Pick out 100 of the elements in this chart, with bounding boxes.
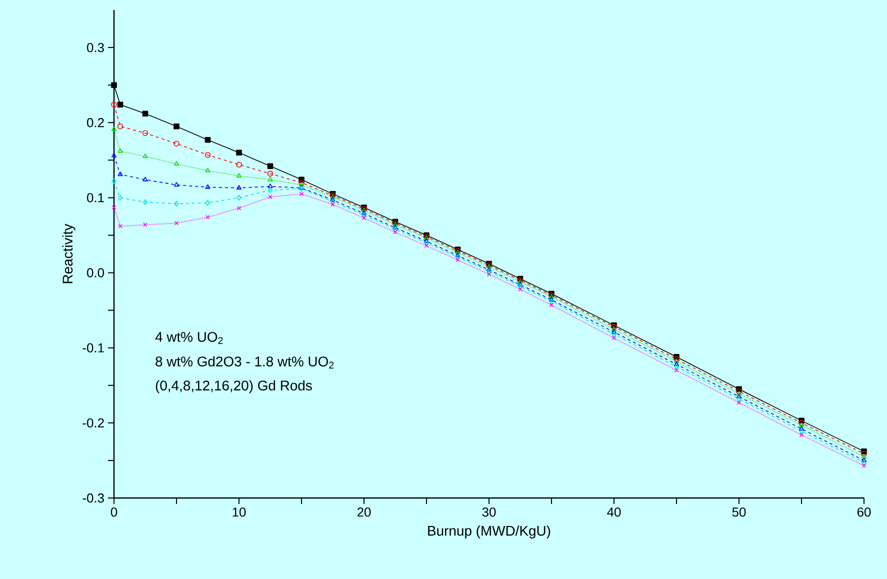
- x-tick-label: 30: [482, 507, 496, 517]
- point: [393, 230, 398, 234]
- point: [118, 172, 123, 176]
- x-axis-title: Burnup (MWD/KgU): [428, 526, 550, 538]
- point: [612, 331, 616, 338]
- point: [236, 162, 242, 168]
- point: [330, 197, 336, 202]
- point: [298, 182, 304, 187]
- point: [111, 102, 117, 108]
- point: [798, 426, 804, 431]
- x-tick-label: 60: [857, 507, 871, 517]
- point: [736, 396, 742, 402]
- point: [267, 163, 274, 170]
- point: [174, 182, 180, 187]
- point: [267, 170, 274, 177]
- point: [392, 224, 398, 230]
- point: [861, 454, 867, 458]
- point: [236, 185, 242, 190]
- point: [549, 298, 554, 304]
- point: [112, 205, 116, 210]
- annotation: 8 wt% Gd2O3 - 1.8 wt% UO$_{2}$: [156, 356, 334, 368]
- point: [362, 216, 366, 220]
- point: [486, 272, 492, 276]
- point: [174, 123, 180, 130]
- point: [486, 268, 492, 274]
- point: [205, 200, 210, 206]
- point: [392, 226, 398, 232]
- point: [174, 140, 180, 147]
- point: [111, 82, 117, 88]
- point: [361, 210, 367, 216]
- point: [142, 130, 148, 136]
- point: [142, 199, 148, 206]
- point: [330, 198, 336, 204]
- point: [518, 287, 522, 292]
- y-axis-title: Reactivity: [62, 224, 76, 284]
- point: [548, 296, 554, 302]
- point: [268, 187, 273, 194]
- point: [549, 302, 554, 308]
- y-tick-label: 0.3: [86, 42, 104, 52]
- point: [111, 126, 117, 132]
- point: [861, 450, 867, 457]
- point: [611, 326, 617, 331]
- point: [862, 464, 866, 468]
- point: [299, 192, 304, 196]
- point: [268, 176, 273, 182]
- x-tick-label: 10: [232, 507, 246, 517]
- annotation: (0,4,8,12,16,20) Gd Rods: [156, 380, 312, 394]
- point: [236, 194, 242, 201]
- point: [174, 161, 180, 166]
- point: [674, 368, 679, 373]
- point: [111, 152, 117, 158]
- point: [298, 180, 304, 186]
- point: [268, 184, 273, 188]
- point: [486, 266, 492, 272]
- point: [330, 202, 335, 207]
- y-tick-label: -0.2: [82, 418, 104, 428]
- point: [456, 258, 460, 262]
- annotation: 4 wt% UO$_{2}$: [155, 332, 223, 344]
- point: [236, 150, 242, 156]
- x-tick-label: 20: [357, 507, 371, 517]
- point: [205, 184, 210, 189]
- x-tick-label: 0: [110, 507, 118, 517]
- point: [143, 222, 148, 227]
- y-tick-label: 0.2: [86, 118, 104, 128]
- point: [118, 148, 123, 153]
- point: [424, 240, 429, 246]
- point: [799, 428, 804, 434]
- point: [206, 215, 210, 220]
- point: [455, 254, 460, 260]
- point: [518, 282, 523, 286]
- point: [611, 329, 617, 334]
- point: [424, 238, 430, 243]
- point: [112, 178, 116, 184]
- point: [736, 394, 742, 398]
- point: [362, 212, 366, 218]
- point: [236, 173, 242, 178]
- point: [674, 361, 680, 366]
- point: [612, 336, 616, 340]
- point: [799, 432, 804, 438]
- point: [118, 224, 122, 228]
- point: [204, 152, 211, 158]
- point: [174, 221, 179, 226]
- y-tick-label: -0.3: [82, 493, 104, 503]
- point: [268, 194, 272, 200]
- point: [118, 194, 123, 201]
- x-tick-label: 40: [607, 507, 621, 517]
- point: [204, 136, 211, 143]
- point: [174, 200, 179, 207]
- point: [674, 364, 679, 370]
- point: [455, 252, 460, 258]
- point: [424, 244, 429, 248]
- point: [862, 460, 866, 466]
- point: [861, 458, 867, 462]
- point: [142, 154, 148, 158]
- point: [205, 168, 210, 172]
- point: [117, 102, 124, 108]
- point: [236, 206, 242, 210]
- y-tick-label: -0.1: [82, 343, 104, 352]
- point: [117, 123, 124, 130]
- point: [518, 283, 523, 290]
